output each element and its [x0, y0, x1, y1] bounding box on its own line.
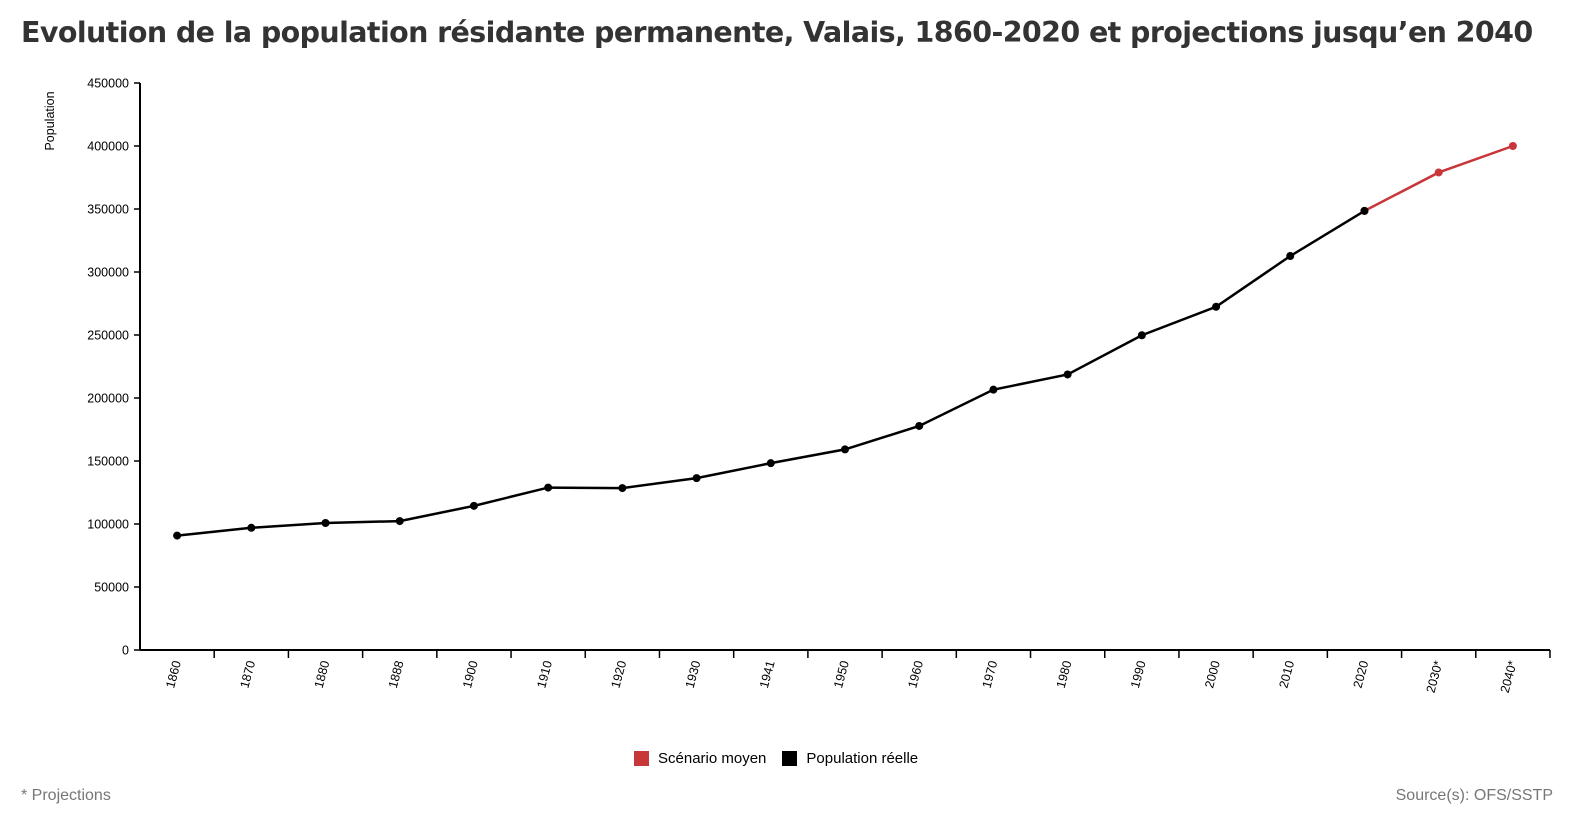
legend-label: Scénario moyen — [658, 750, 767, 767]
y-tick-label: 100000 — [87, 518, 129, 532]
x-tick-label: 1941 — [757, 659, 778, 690]
data-point — [1360, 206, 1369, 215]
data-point — [618, 484, 627, 493]
x-tick-label: 1990 — [1128, 659, 1149, 690]
data-point — [915, 421, 924, 430]
x-tick-label: 1930 — [683, 659, 704, 690]
x-tick-label: 1980 — [1054, 659, 1075, 690]
x-tick-label: 1950 — [831, 659, 852, 690]
y-tick-label: 250000 — [87, 329, 129, 343]
y-tick-label: 200000 — [87, 392, 129, 406]
data-point — [1212, 302, 1221, 311]
y-axis-label: Population — [43, 91, 57, 150]
x-tick-label: 1880 — [312, 659, 333, 690]
series-line-scenario — [1363, 144, 1514, 212]
x-tick-label: 2000 — [1202, 659, 1223, 690]
data-point — [173, 531, 182, 540]
legend-label: Population réelle — [806, 750, 919, 767]
x-tick-label: 1860 — [163, 659, 184, 690]
x-tick-label: 1870 — [237, 659, 258, 690]
y-tick-label: 0 — [122, 644, 129, 658]
legend-swatch-red — [634, 751, 649, 766]
legend-item-scenario[interactable]: Scénario moyen — [634, 750, 766, 767]
legend-swatch-black — [782, 751, 798, 766]
data-point — [1434, 168, 1443, 177]
x-tick-label: 1960 — [905, 659, 926, 690]
data-point — [692, 474, 701, 483]
data-point — [1286, 251, 1295, 260]
x-tick-label: 1888 — [386, 659, 407, 690]
x-tick-label: 1920 — [609, 659, 630, 690]
x-tick-label: 1900 — [460, 659, 481, 690]
data-point — [1063, 370, 1072, 379]
y-tick-label: 150000 — [87, 455, 129, 469]
data-point — [1137, 331, 1146, 340]
data-point — [989, 385, 998, 394]
x-tick-label: 2020 — [1351, 659, 1372, 690]
x-tick-label: 2010 — [1276, 659, 1297, 690]
y-tick-label: 300000 — [87, 266, 129, 280]
series-line-reelle — [176, 209, 1366, 537]
y-tick-label: 350000 — [87, 203, 129, 217]
data-point — [1508, 142, 1517, 150]
x-tick-label: 2030* — [1424, 659, 1446, 694]
data-point — [395, 517, 404, 526]
x-tick-label: 1970 — [980, 659, 1001, 690]
chart-title: Evolution de la population résidante per… — [21, 16, 1533, 49]
y-tick-label: 50000 — [94, 581, 129, 595]
data-point — [469, 501, 478, 510]
legend-item-reelle[interactable]: Population réelle — [782, 750, 918, 767]
data-point — [766, 459, 775, 468]
data-point — [841, 445, 849, 454]
x-tick-label: 2040* — [1498, 659, 1520, 694]
data-point — [321, 518, 330, 527]
y-tick-label: 450000 — [87, 77, 129, 91]
legend: Scénario moyen Population réelle — [634, 750, 918, 767]
footnote: * Projections — [21, 787, 111, 804]
data-point — [544, 483, 553, 492]
data-point — [247, 523, 256, 532]
y-tick-label: 400000 — [87, 140, 129, 154]
x-tick-label: 1910 — [534, 659, 555, 690]
source: Source(s): OFS/SSTP — [1395, 787, 1553, 804]
